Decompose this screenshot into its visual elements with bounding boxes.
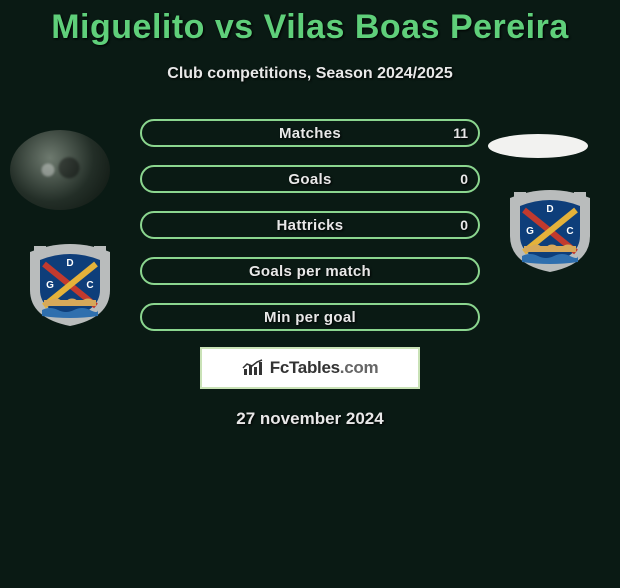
stat-label: Goals per match [249, 263, 371, 280]
svg-text:C: C [566, 226, 573, 237]
brand-text: FcTables.com [270, 358, 379, 378]
stat-row: Goals 0 [140, 165, 480, 193]
player-photo-right-blank [488, 134, 588, 158]
chart-icon [242, 359, 264, 377]
stat-label: Goals [288, 171, 331, 188]
stat-row: Min per goal [140, 303, 480, 331]
page-subtitle: Club competitions, Season 2024/2025 [0, 65, 620, 83]
stat-row: Hattricks 0 [140, 211, 480, 239]
brand-name: FcTables [270, 358, 340, 377]
club-crest-right: D G C [500, 186, 600, 272]
page-title: Miguelito vs Vilas Boas Pereira [0, 8, 620, 47]
stat-label: Matches [279, 125, 341, 142]
stat-value-right: 0 [460, 217, 468, 233]
svg-text:G: G [526, 226, 534, 237]
generated-date: 27 november 2024 [0, 409, 620, 429]
svg-text:C: C [86, 280, 93, 291]
svg-text:G: G [46, 280, 54, 291]
stat-label: Min per goal [264, 309, 356, 326]
brand-suffix: .com [340, 358, 378, 377]
stats-table: Matches 11 Goals 0 Hattricks 0 Goals per… [140, 119, 480, 331]
player-photo-left [10, 130, 110, 210]
svg-text:D: D [546, 204, 553, 215]
stat-value-right: 11 [453, 125, 468, 141]
club-crest-left: D G C [20, 240, 120, 326]
stat-row: Goals per match [140, 257, 480, 285]
stat-label: Hattricks [277, 217, 344, 234]
svg-text:D: D [66, 258, 73, 269]
stat-row: Matches 11 [140, 119, 480, 147]
brand-logo: FcTables.com [200, 347, 420, 389]
stat-value-right: 0 [460, 171, 468, 187]
